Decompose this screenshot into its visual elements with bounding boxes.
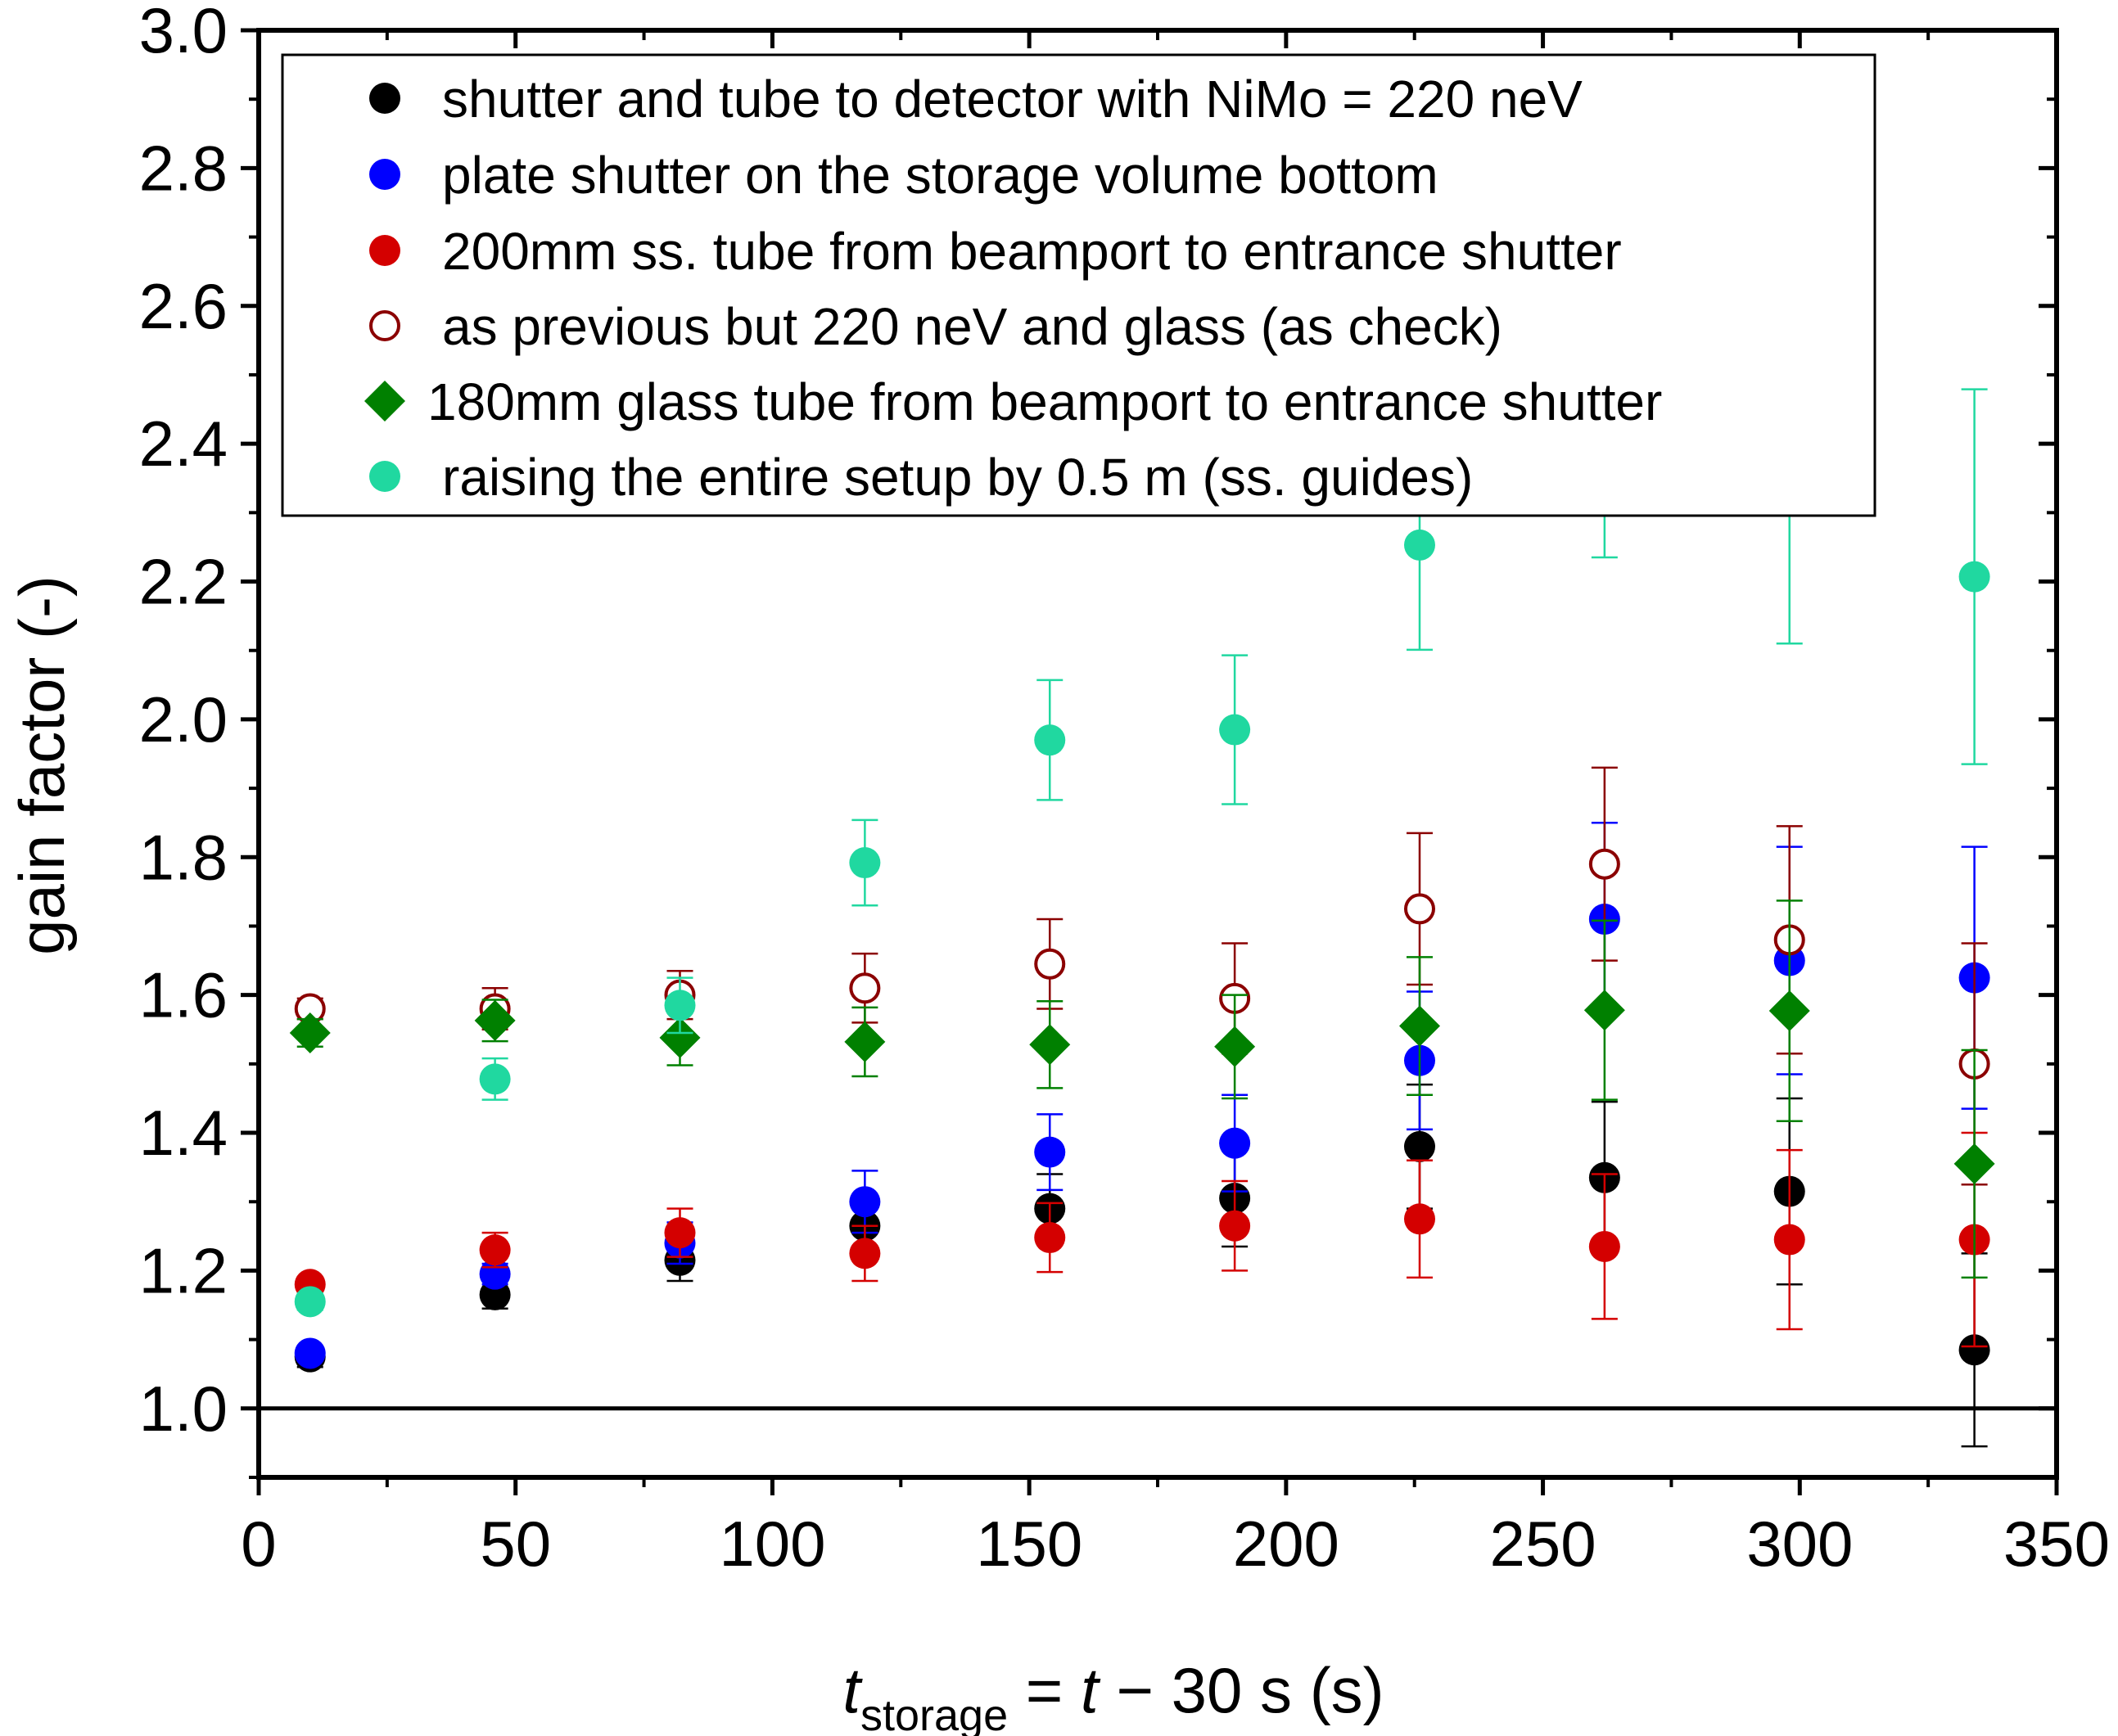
legend-label: 180mm glass tube from beamport to entran… <box>427 372 1662 431</box>
data-point <box>1034 724 1066 756</box>
data-point <box>294 1337 326 1369</box>
legend-item-1: shutter and tube to detector with NiMo =… <box>369 70 1583 129</box>
y-tick-label: 1.0 <box>139 1373 228 1445</box>
x-tick-label: 50 <box>480 1508 551 1580</box>
y-tick-label: 1.6 <box>139 959 228 1031</box>
y-tick-label: 2.8 <box>139 132 228 204</box>
data-point <box>849 1238 881 1269</box>
x-axis-title: tstorage = t − 30 s (s) <box>842 1654 1384 1736</box>
data-point <box>664 990 696 1021</box>
legend-item-3: 200mm ss. tube from beamport to entrance… <box>369 222 1622 281</box>
y-tick-label: 2.6 <box>139 270 228 342</box>
legend-label: plate shutter on the storage volume bott… <box>442 146 1438 205</box>
data-point <box>1403 893 1435 925</box>
legend-item-2: plate shutter on the storage volume bott… <box>369 146 1438 205</box>
data-point <box>1588 848 1620 880</box>
x-axis-title-equals: = <box>1008 1654 1081 1726</box>
legend-marker <box>369 461 400 492</box>
legend-marker <box>364 381 405 422</box>
legend-marker <box>369 83 400 114</box>
y-tick-label: 3.0 <box>139 0 228 66</box>
legend-marker <box>369 235 400 266</box>
legend-label: as previous but 220 neV and glass (as ch… <box>442 297 1502 356</box>
data-point <box>849 847 881 879</box>
data-point <box>1958 1334 1990 1366</box>
legend-item-4: as previous but 220 neV and glass (as ch… <box>369 297 1502 356</box>
data-point <box>1214 1026 1256 1067</box>
legend-item-6: raising the entire setup by 0.5 m (ss. g… <box>369 448 1473 507</box>
data-point <box>294 1286 326 1318</box>
x-axis-title-subscript: storage <box>860 1691 1008 1736</box>
y-tick-label: 1.4 <box>139 1097 228 1169</box>
y-tick-label: 1.2 <box>139 1234 228 1306</box>
data-point <box>289 1012 331 1053</box>
x-axis-title-var2: t <box>1081 1654 1101 1726</box>
data-point <box>479 1234 511 1266</box>
x-tick-label: 0 <box>241 1508 276 1580</box>
y-tick-label: 2.0 <box>139 683 228 755</box>
x-tick-label: 350 <box>2003 1508 2110 1580</box>
y-tick-label: 2.4 <box>139 408 228 480</box>
data-point <box>1034 1222 1066 1254</box>
data-point <box>1768 990 1810 1032</box>
data-point <box>474 999 516 1041</box>
y-tick-label: 1.8 <box>139 821 228 893</box>
legend-marker <box>369 310 400 341</box>
data-point <box>1029 1024 1071 1066</box>
legend-item-5: 180mm glass tube from beamport to entran… <box>364 372 1662 431</box>
x-tick-label: 100 <box>719 1508 825 1580</box>
legend-label: raising the entire setup by 0.5 m (ss. g… <box>442 448 1473 507</box>
x-tick-label: 300 <box>1746 1508 1853 1580</box>
data-point <box>1403 1130 1435 1162</box>
data-point <box>479 1063 511 1095</box>
legend-box <box>281 53 1876 517</box>
data-point <box>1403 1203 1435 1235</box>
data-point <box>1403 529 1435 561</box>
legend-label: 200mm ss. tube from beamport to entrance… <box>442 222 1622 281</box>
data-point <box>664 1217 696 1249</box>
data-point <box>1219 1127 1251 1159</box>
data-point <box>1583 990 1625 1031</box>
data-point <box>1588 1230 1620 1262</box>
data-point <box>1034 948 1066 980</box>
x-tick-label: 200 <box>1233 1508 1339 1580</box>
data-point <box>1034 1136 1066 1168</box>
data-point <box>1219 1210 1251 1242</box>
x-tick-label: 150 <box>976 1508 1082 1580</box>
axis-layer: 0 50 100 150 200 250 300 350 1.0 1.2 1.4 1.6 1.8 2.0 2… <box>139 0 2111 1580</box>
data-point <box>1958 561 1990 593</box>
legend-marker <box>369 159 400 190</box>
series-5 <box>289 900 1995 1279</box>
y-tick-label: 2.2 <box>139 546 228 618</box>
data-point <box>849 972 881 1004</box>
data-point <box>1219 714 1251 746</box>
data-point <box>659 1017 701 1058</box>
data-point <box>1773 1224 1805 1256</box>
data-point <box>844 1021 886 1062</box>
x-axis-title-var: t <box>842 1654 863 1726</box>
x-tick-label: 250 <box>1490 1508 1596 1580</box>
x-axis-title-rest: − 30 s (s) <box>1099 1654 1384 1726</box>
legend-label: shutter and tube to detector with NiMo =… <box>442 70 1583 129</box>
legend: shutter and tube to detector with NiMo =… <box>281 53 1876 517</box>
y-axis-title: gain factor (-) <box>6 575 78 955</box>
data-point <box>1953 1143 1995 1184</box>
data-point <box>1398 1005 1440 1047</box>
data-point <box>849 1186 881 1218</box>
